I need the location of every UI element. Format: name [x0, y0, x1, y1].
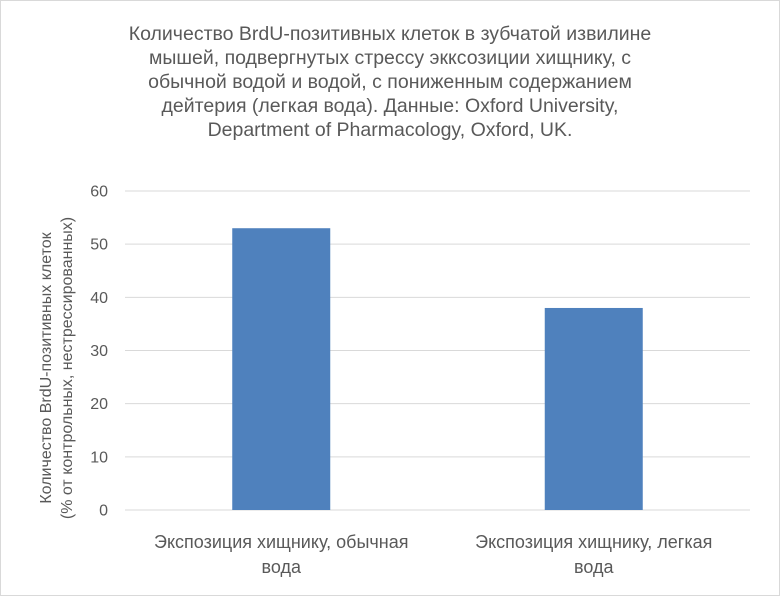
x-category-label: вода [574, 557, 614, 577]
y-tick-label: 10 [90, 449, 108, 466]
y-tick-labels: 0 10 20 30 40 50 60 [90, 184, 108, 520]
gridlines [125, 190, 750, 511]
y-tick-label: 0 [99, 503, 108, 520]
chart-title: Количество BrdU-позитивных клеток в зубч… [95, 22, 685, 142]
x-category-label: Экспозиция хищнику, легкая [475, 532, 712, 552]
x-category-label: Экспозиция хищнику, обычная [154, 532, 408, 552]
x-category-labels: Экспозиция хищнику, обычная вода Экспозици… [154, 532, 712, 577]
bars [232, 228, 643, 510]
y-tick-label: 20 [90, 396, 108, 413]
y-tick-label: 60 [90, 184, 108, 201]
bar [544, 307, 643, 510]
y-axis-title-line: Количество BrdU-позитивных клеток [38, 231, 55, 503]
y-axis-title-line: (% от контрольных, нестрессированных) [59, 217, 76, 519]
y-axis-title: Количество BrdU-позитивных клеток (% от к… [38, 217, 76, 519]
x-category-label: вода [262, 557, 302, 577]
chart-title-line: дейтерия (легкая вода). Данные: Oxford U… [161, 95, 619, 117]
chart-title-line: обычной водой и водой, с пониженным соде… [148, 71, 632, 93]
chart-title-line: Department of Pharmacology, Oxford, UK. [207, 119, 573, 141]
y-tick-label: 50 [90, 237, 108, 254]
y-tick-label: 30 [90, 343, 108, 360]
y-tick-label: 40 [90, 290, 108, 307]
chart-title-line: мышей, подвергнутых стрессу экксозиции х… [148, 47, 632, 69]
chart-title-line: Количество BrdU-позитивных клеток в зубч… [128, 23, 652, 45]
bar [232, 228, 331, 510]
